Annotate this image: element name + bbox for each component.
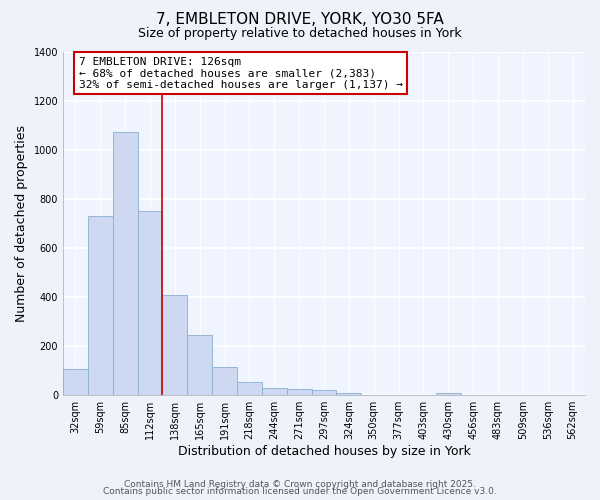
Bar [63,369,88,394]
Bar [237,382,262,394]
Bar [113,132,137,394]
Bar [163,296,187,394]
Bar [311,390,337,394]
Bar [212,368,237,394]
Text: 7, EMBLETON DRIVE, YORK, YO30 5FA: 7, EMBLETON DRIVE, YORK, YO30 5FA [156,12,444,28]
Text: Contains public sector information licensed under the Open Government Licence v3: Contains public sector information licen… [103,488,497,496]
Bar [137,211,163,394]
Bar [287,390,311,394]
Text: Size of property relative to detached houses in York: Size of property relative to detached ho… [138,28,462,40]
Bar [262,388,287,394]
Y-axis label: Number of detached properties: Number of detached properties [15,124,28,322]
Bar [187,334,212,394]
Text: Contains HM Land Registry data © Crown copyright and database right 2025.: Contains HM Land Registry data © Crown c… [124,480,476,489]
Bar [88,216,113,394]
Text: 7 EMBLETON DRIVE: 126sqm
← 68% of detached houses are smaller (2,383)
32% of sem: 7 EMBLETON DRIVE: 126sqm ← 68% of detach… [79,56,403,90]
X-axis label: Distribution of detached houses by size in York: Distribution of detached houses by size … [178,444,470,458]
